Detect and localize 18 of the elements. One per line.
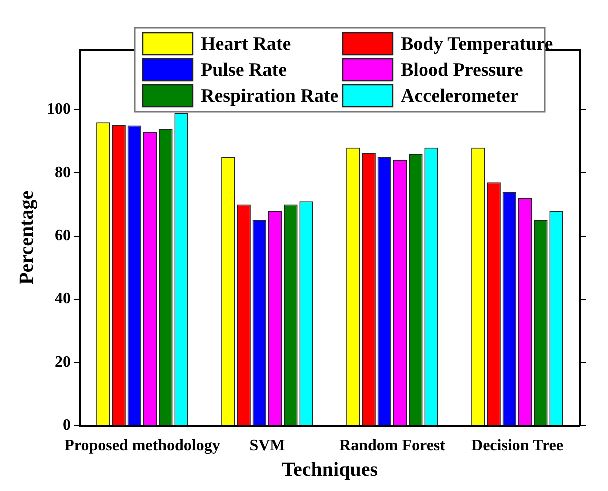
y-tick-label: 20 [55, 354, 71, 371]
y-axis-title: Percentage [16, 190, 38, 285]
x-tick-label: Proposed methodology [64, 438, 220, 455]
legend-label: Body Temperature [401, 34, 554, 55]
y-tick-label: 40 [55, 290, 71, 308]
y-tick-label: 60 [55, 227, 71, 244]
x-tick-label: SVM [250, 438, 286, 455]
legend-label: Respiration Rate [201, 86, 339, 107]
y-tick-label: 100 [47, 101, 71, 118]
legend-label: Pulse Rate [201, 60, 288, 81]
x-axis-title: Techniques [282, 459, 378, 482]
legend-label: Accelerometer [401, 86, 520, 107]
legend-label: Blood Pressure [401, 60, 524, 81]
y-tick-label: 80 [55, 164, 71, 182]
legend-label: Heart Rate [201, 34, 292, 55]
y-tick-label: 0 [63, 416, 71, 434]
x-tick-label: Decision Tree [472, 438, 564, 455]
x-tick-label: Random Forest [340, 438, 446, 455]
